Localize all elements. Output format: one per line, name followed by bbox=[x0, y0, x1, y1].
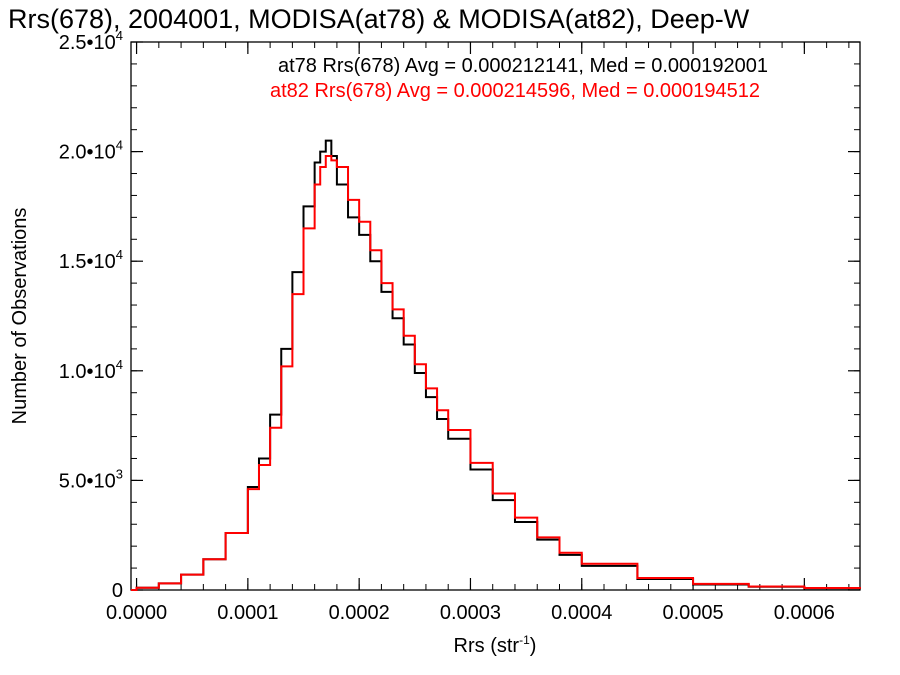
y-tick-label: 5.0•103 bbox=[59, 466, 123, 492]
series-line-0 bbox=[131, 139, 861, 591]
series-1 bbox=[131, 154, 861, 591]
y-tick-label: 2.5•104 bbox=[59, 28, 123, 54]
y-tick-labels: 0 5.0•103 1.0•104 1.5•104 2.0•104 2.5•104 bbox=[59, 28, 123, 602]
annotation-at78: at78 Rrs(678) Avg = 0.000212141, Med = 0… bbox=[278, 55, 768, 77]
x-tick-label: 0.0000 bbox=[106, 602, 167, 624]
axis-ticks bbox=[131, 41, 860, 591]
x-tick-label: 0.0006 bbox=[774, 602, 835, 624]
series-line-1 bbox=[131, 154, 861, 591]
y-tick-label: 0 bbox=[112, 580, 123, 602]
x-tick-label: 0.0001 bbox=[217, 602, 278, 624]
y-tick-label: 2.0•104 bbox=[59, 138, 123, 164]
x-tick-labels: 0.0000 0.0001 0.0002 0.0003 0.0004 0.0005 0.00… bbox=[106, 602, 835, 624]
y-axis-label: Number of Observations bbox=[9, 208, 31, 425]
chart-title: Rrs(678), 2004001, MODISA(at78) & MODISA… bbox=[8, 4, 750, 34]
x-tick-label: 0.0002 bbox=[329, 602, 390, 624]
y-tick-label: 1.5•104 bbox=[59, 247, 123, 273]
x-tick-label: 0.0005 bbox=[662, 602, 723, 624]
plot-frame bbox=[130, 41, 861, 591]
x-tick-label: 0.0004 bbox=[551, 602, 612, 624]
x-axis-label: Rrs (str-1) bbox=[454, 633, 537, 657]
series-0 bbox=[131, 139, 861, 591]
series-layer bbox=[131, 139, 861, 591]
annotation-at82: at82 Rrs(678) Avg = 0.000214596, Med = 0… bbox=[270, 80, 760, 102]
y-tick-label: 1.0•104 bbox=[59, 357, 123, 383]
x-tick-label: 0.0003 bbox=[440, 602, 501, 624]
